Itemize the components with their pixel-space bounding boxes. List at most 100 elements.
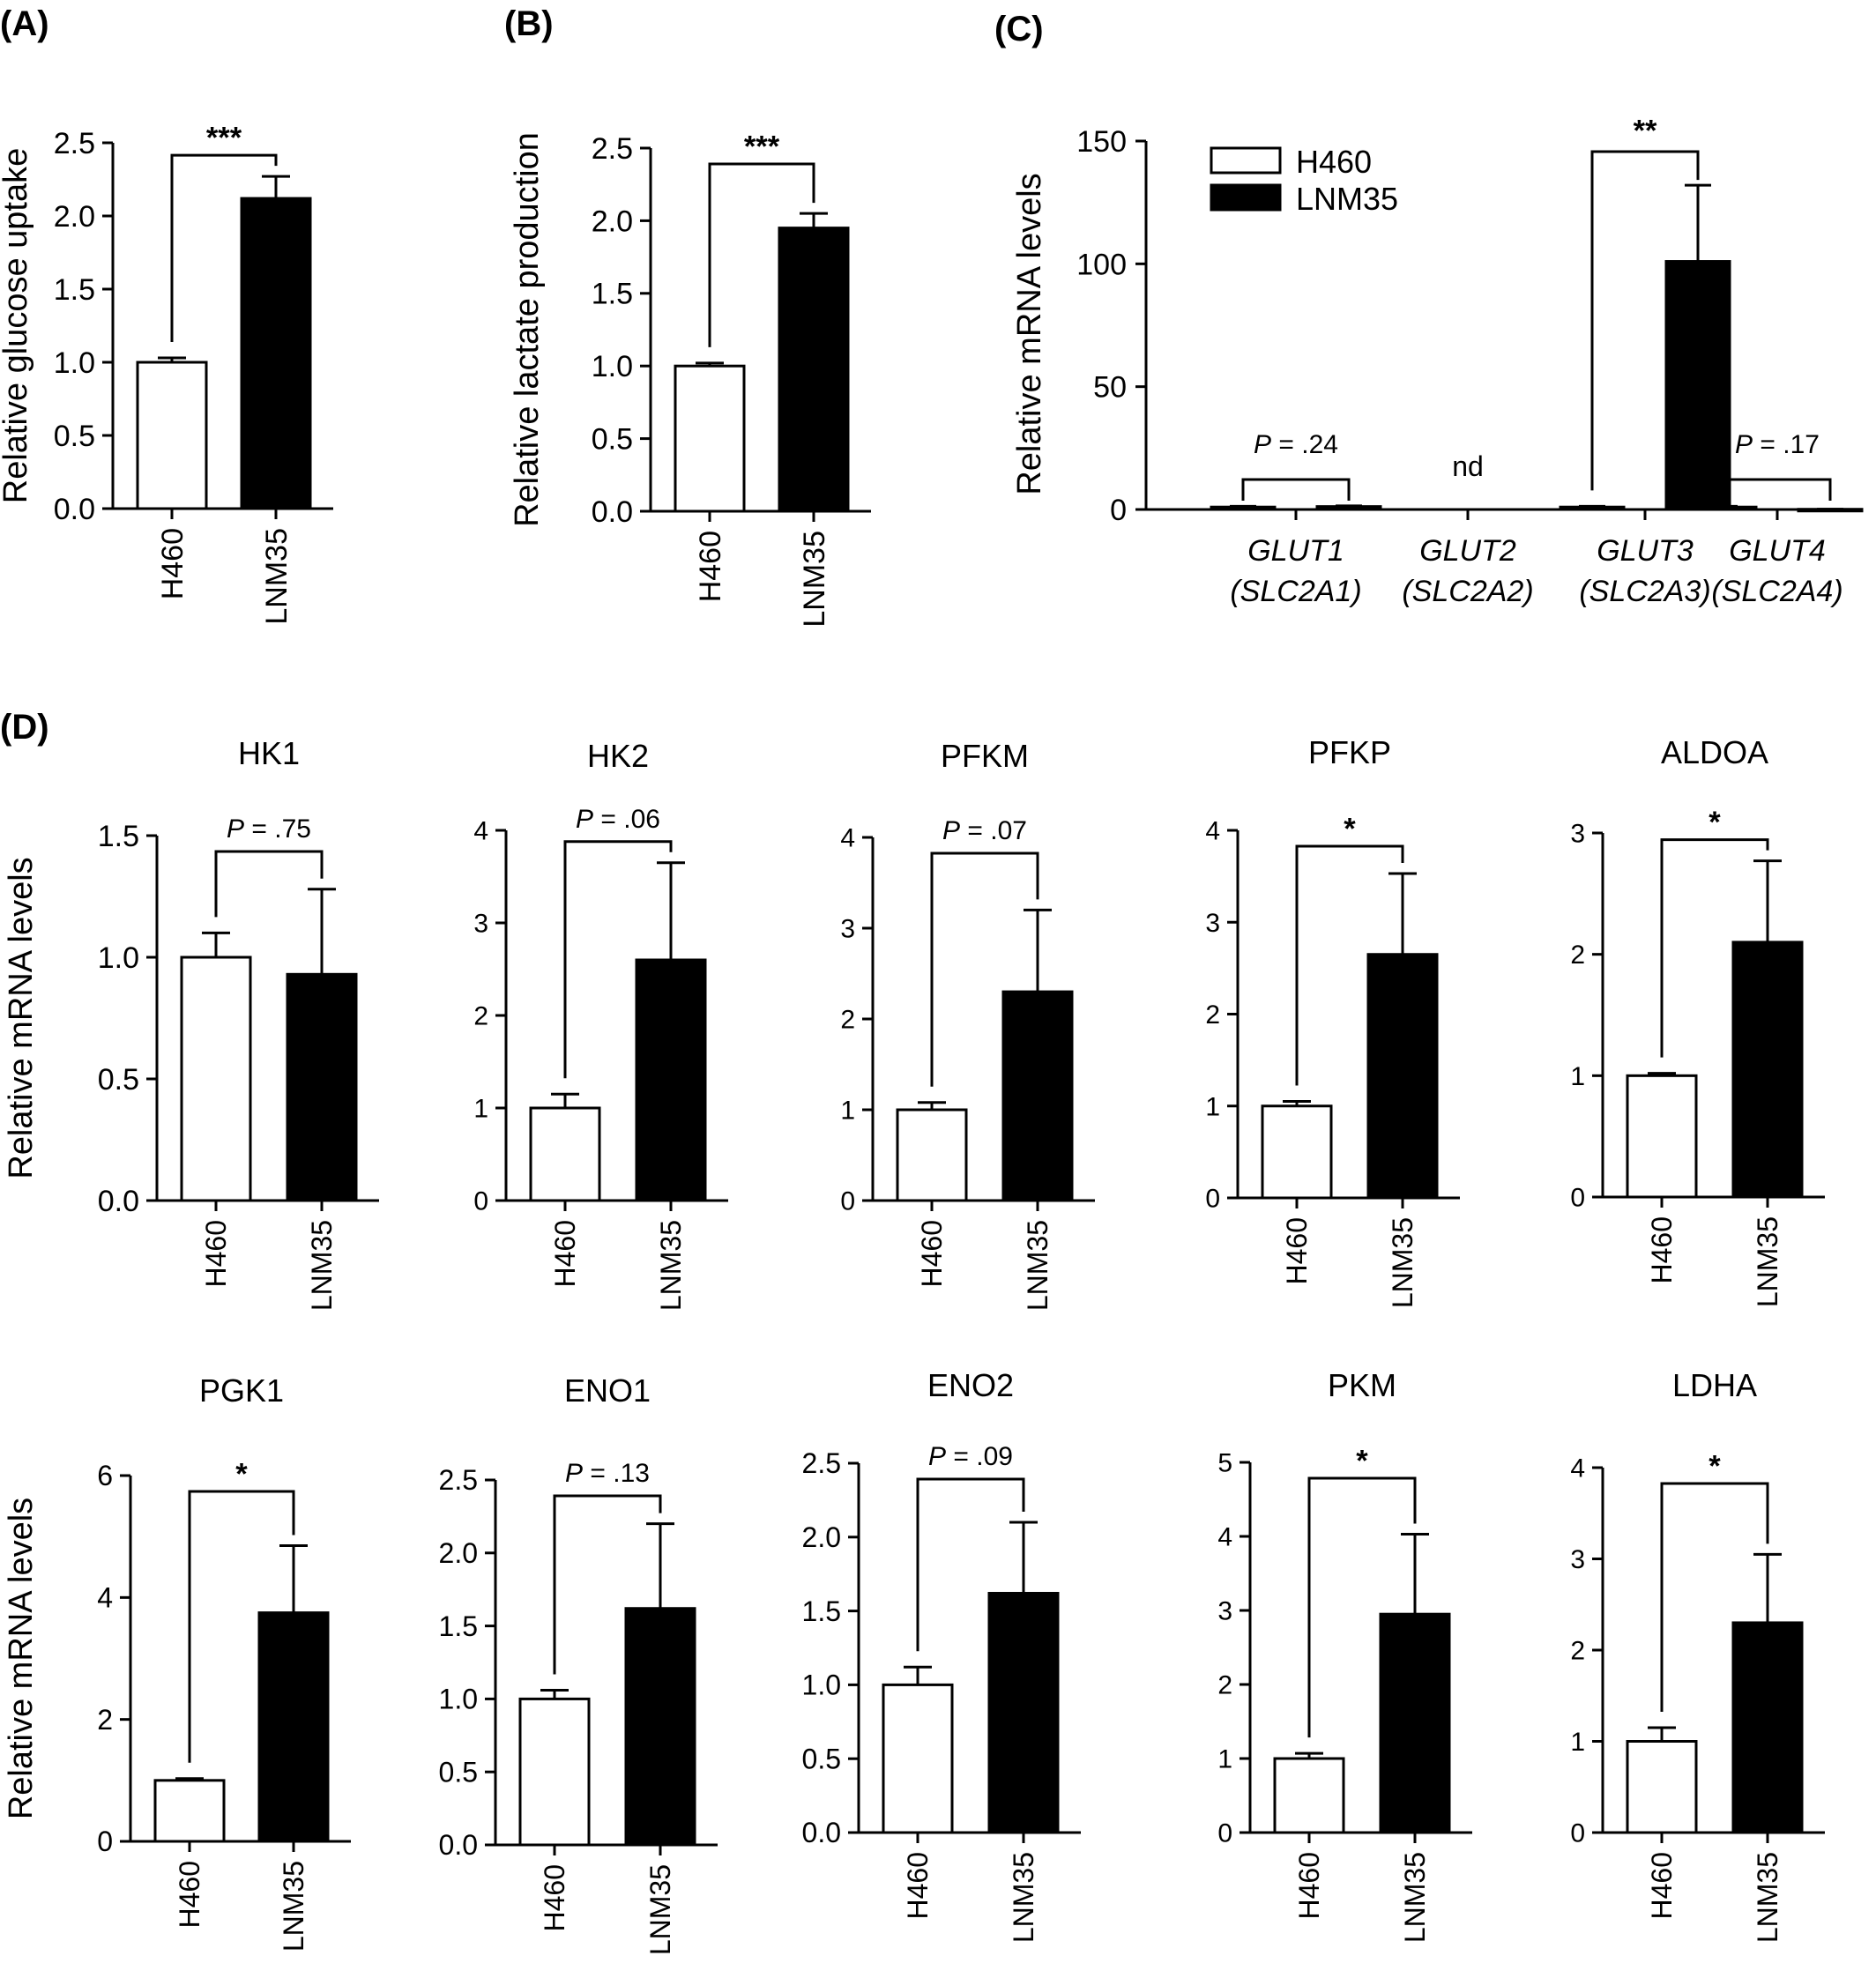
y-tick-label: 2.5	[592, 132, 633, 166]
not-detected-label: nd	[1452, 450, 1484, 482]
y-tick-label: 1.5	[54, 273, 95, 307]
bar-lnm35	[1731, 941, 1804, 1199]
y-tick-label: 1.0	[439, 1684, 478, 1715]
bar-h460	[1261, 1104, 1333, 1200]
significance-bracket	[170, 153, 278, 343]
significance-bracket	[563, 840, 673, 1079]
y-tick-label: 1.0	[54, 346, 95, 380]
significance-bracket	[214, 850, 324, 918]
y-tick-label: 150	[1076, 125, 1127, 159]
y-axis-label: Relative mRNA levels	[3, 857, 40, 1179]
bar-lnm35	[240, 197, 312, 510]
x-tick-label: H460	[694, 531, 727, 602]
significance-bracket	[1660, 1482, 1769, 1712]
y-tick-label: 2	[97, 1704, 113, 1736]
y-tick-label: 2.5	[54, 127, 95, 160]
y-tick-label: 0.5	[98, 1063, 139, 1097]
y-tick-label: 1	[1205, 1092, 1220, 1121]
y-tick-label: 2.0	[592, 204, 633, 238]
y-tick-label: 0.0	[802, 1817, 841, 1848]
y-axis-label: Relative lactate production	[509, 132, 546, 527]
bar-h460	[1626, 1074, 1698, 1199]
chart-panel-10: 0.0 0.5 1.0 1.5 2.0 2.5 H460 LNM35 P = .09 ENO2	[802, 1367, 1081, 1943]
y-tick-label: 0	[473, 1187, 488, 1216]
y-tick-label: 0	[1110, 494, 1127, 527]
bar-lnm35	[635, 958, 707, 1202]
panel-6-significance: *	[1344, 813, 1356, 846]
y-tick-label: 0.5	[592, 423, 633, 457]
chart-title: PGK1	[199, 1372, 284, 1409]
x-tick-label: LNM35	[1387, 1217, 1418, 1308]
y-tick-label: 0	[1205, 1185, 1220, 1214]
chart-panel-12: 0 1 2 3 4 H460 LNM35 * LDHA	[1570, 1367, 1825, 1943]
y-axis-label: Relative mRNA levels	[1011, 173, 1048, 494]
x-tick-label: LNM35	[644, 1864, 676, 1955]
panel-9-p-value: P = .13	[565, 1459, 650, 1488]
group-2-significance: **	[1634, 115, 1657, 148]
chart-panel-4: 0 1 2 3 4 H460 LNM35 P = .06 HK2	[473, 738, 728, 1311]
y-tick-label: 0	[840, 1187, 855, 1216]
group-3-p-value: P = .17	[1735, 430, 1820, 459]
x-tick-label: H460	[539, 1864, 570, 1932]
y-tick-label: 2	[840, 1006, 855, 1035]
x-tick-label: H460	[174, 1861, 205, 1929]
y-tick-label: 0	[1570, 1184, 1585, 1213]
x-tick-label: H460	[1293, 1852, 1325, 1920]
y-tick-label: 1.5	[592, 278, 633, 311]
panel-4-p-value: P = .06	[576, 805, 660, 834]
x-tick-label: GLUT2	[1419, 534, 1516, 568]
x-tick-label: LNM35	[260, 528, 294, 625]
legend-label: LNM35	[1296, 181, 1398, 217]
x-tick-label: LNM35	[278, 1861, 309, 1952]
x-tick-label: LNM35	[798, 531, 831, 628]
y-tick-label: 3	[1205, 909, 1220, 938]
y-tick-label: 0.0	[98, 1185, 139, 1218]
y-tick-label: 0	[1217, 1819, 1232, 1848]
y-tick-label: 3	[840, 915, 855, 944]
x-tick-label: (SLC2A1)	[1230, 575, 1361, 608]
y-axis-label: Relative mRNA levels	[3, 1498, 40, 1819]
x-tick-label: (SLC2A4)	[1711, 575, 1842, 608]
y-tick-label: 1	[473, 1095, 488, 1124]
significance-bracket	[1660, 838, 1769, 1058]
y-tick-label: 1.0	[98, 941, 139, 975]
x-tick-label: GLUT1	[1247, 534, 1344, 568]
y-tick-label: 1.5	[439, 1610, 478, 1642]
y-tick-label: 1	[1570, 1062, 1585, 1091]
y-axis-label: Relative glucose uptake	[0, 148, 34, 503]
y-tick-label: 4	[473, 817, 488, 846]
y-tick-label: 3	[1217, 1597, 1232, 1626]
y-tick-label: 2	[1217, 1671, 1232, 1700]
bar-h460	[674, 364, 746, 513]
y-tick-label: 4	[97, 1582, 113, 1614]
y-tick-label: 2.5	[802, 1447, 841, 1479]
bar-h460	[896, 1108, 968, 1202]
x-tick-label: (SLC2A2)	[1402, 575, 1533, 608]
bar-lnm35	[1366, 953, 1439, 1200]
y-tick-label: 50	[1093, 371, 1127, 405]
bar-lnm35	[1731, 1621, 1804, 1834]
significance-bracket	[1241, 478, 1351, 501]
y-tick-label: 2	[1570, 941, 1585, 970]
panel-0-significance: ***	[206, 122, 242, 155]
bar-lnm35	[257, 1611, 330, 1843]
x-tick-label: LNM35	[655, 1220, 687, 1311]
significance-bracket	[188, 1490, 295, 1763]
panel-label: (C)	[994, 10, 1044, 48]
y-tick-label: 1	[1217, 1745, 1232, 1774]
legend-swatch-lnm35	[1210, 183, 1282, 212]
chart-panel-7: 0 1 2 3 H460 LNM35 * ALDOA	[1570, 734, 1825, 1307]
bar-lnm35	[1315, 505, 1382, 511]
x-tick-label: H460	[156, 528, 190, 599]
bar-lnm35	[1001, 990, 1074, 1202]
y-tick-label: 4	[840, 824, 855, 853]
panel-5-p-value: P = .07	[942, 816, 1027, 845]
significance-bracket	[930, 851, 1039, 1087]
y-tick-label: 3	[1570, 1545, 1585, 1574]
chart-title: PFKP	[1308, 734, 1391, 770]
bar-h460	[153, 1779, 226, 1843]
y-tick-label: 0.5	[802, 1743, 841, 1774]
chart-title: ENO2	[927, 1367, 1014, 1403]
significance-bracket	[916, 1477, 1025, 1652]
significance-bracket	[1295, 844, 1404, 1086]
